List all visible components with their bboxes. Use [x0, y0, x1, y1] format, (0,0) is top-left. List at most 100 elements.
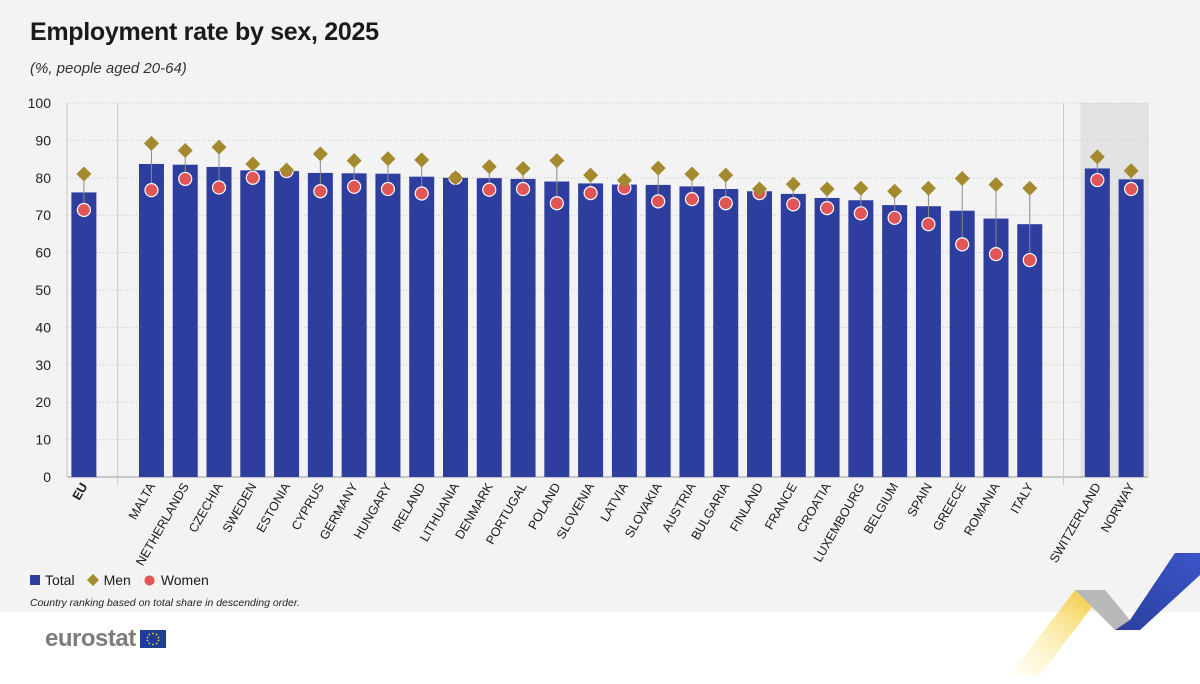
point-men	[853, 180, 869, 196]
bar-total	[476, 178, 502, 477]
point-men	[515, 160, 531, 176]
point-women	[921, 217, 936, 232]
eurostat-logo: eurostat	[45, 625, 166, 653]
point-men	[819, 181, 835, 197]
eu-flag-icon	[139, 630, 166, 648]
point-men	[920, 180, 936, 196]
point-men	[887, 183, 903, 199]
legend-women: Women	[143, 572, 209, 588]
point-women	[583, 186, 598, 201]
point-women	[211, 180, 227, 195]
point-women	[380, 181, 396, 197]
point-women	[955, 237, 970, 252]
point-men	[481, 159, 497, 175]
x-tick-label: BELGIUM	[861, 481, 901, 537]
point-women	[1124, 181, 1139, 197]
bar-total	[71, 192, 97, 478]
bar-total	[578, 183, 604, 477]
bar-total	[848, 200, 874, 478]
y-tick-label: 10	[35, 432, 51, 448]
y-tick-label: 0	[43, 469, 51, 485]
y-tick-label: 60	[35, 245, 51, 261]
bar-total	[274, 171, 300, 477]
point-men	[380, 151, 396, 167]
point-women	[718, 196, 733, 211]
point-men	[346, 153, 362, 169]
bar-total	[544, 181, 570, 478]
bar-total	[915, 206, 941, 477]
y-tick-label: 80	[35, 170, 51, 186]
bar-total	[240, 170, 266, 477]
bar-total	[1084, 168, 1110, 477]
chart-title: Employment rate by sex, 2025	[30, 18, 379, 46]
bar-total	[375, 173, 401, 477]
point-women	[313, 184, 328, 199]
y-tick-label: 90	[35, 132, 51, 148]
bar-total	[780, 193, 806, 477]
legend-women-label: Women	[160, 572, 209, 588]
point-men	[414, 152, 430, 168]
point-men	[583, 167, 599, 183]
point-men	[616, 172, 632, 188]
bar-total	[983, 218, 1009, 478]
point-women	[482, 182, 497, 197]
point-men	[718, 167, 734, 183]
legend-total: Total	[30, 572, 75, 588]
point-men	[447, 170, 463, 186]
point-women	[1090, 172, 1105, 188]
ranking-note: Country ranking based on total share in …	[30, 597, 300, 609]
point-women	[853, 206, 868, 221]
x-tick-label: MALTA	[126, 480, 158, 522]
chart-subtitle: (%, people aged 20-64)	[30, 60, 187, 77]
point-women	[819, 200, 835, 216]
point-women	[76, 202, 91, 218]
y-tick-label: 50	[35, 282, 51, 298]
x-tick-label: FRANCE	[762, 481, 800, 533]
y-tick-label: 20	[35, 394, 51, 410]
x-tick-label: EU	[70, 481, 91, 503]
bar-total	[713, 189, 739, 477]
point-men	[245, 156, 261, 172]
point-men	[177, 142, 193, 158]
point-men	[279, 162, 295, 178]
bar-total	[949, 210, 975, 477]
point-men	[752, 181, 768, 197]
bar-total	[814, 197, 840, 477]
point-men	[211, 139, 227, 155]
point-men	[988, 177, 1004, 193]
point-women	[414, 186, 429, 201]
point-men	[684, 166, 700, 182]
point-women	[786, 197, 801, 212]
bar-total	[611, 184, 637, 478]
x-tick-label: GREECE	[930, 481, 969, 534]
y-tick-label: 40	[35, 319, 51, 335]
bar-total	[510, 178, 536, 477]
x-tick-label: ITALY	[1008, 480, 1037, 516]
point-men	[143, 135, 159, 151]
point-women	[515, 181, 531, 197]
x-tick-label: SPAIN	[905, 481, 935, 520]
y-tick-label: 100	[28, 95, 52, 111]
point-men	[1123, 163, 1139, 179]
point-women	[549, 196, 564, 211]
bar-total	[138, 163, 164, 477]
bar-total	[882, 205, 908, 478]
decorative-ribbon-icon	[1010, 553, 1200, 675]
point-women	[684, 192, 700, 207]
point-men	[1089, 149, 1105, 165]
bar-total	[442, 177, 468, 478]
legend-men: Men	[86, 572, 131, 588]
legend: Total Men Women	[30, 572, 221, 588]
point-men	[1022, 180, 1038, 196]
point-men	[76, 166, 92, 182]
point-women	[347, 179, 362, 194]
point-women	[144, 183, 159, 198]
x-tick-label: CYPRUS	[289, 481, 327, 533]
y-tick-label: 30	[35, 357, 51, 373]
bar-total	[1118, 179, 1144, 477]
point-men	[312, 146, 328, 162]
bar-total	[172, 164, 198, 477]
x-tick-label: POLAND	[526, 481, 564, 533]
bar-total	[747, 191, 773, 477]
legend-total-swatch	[30, 575, 40, 585]
